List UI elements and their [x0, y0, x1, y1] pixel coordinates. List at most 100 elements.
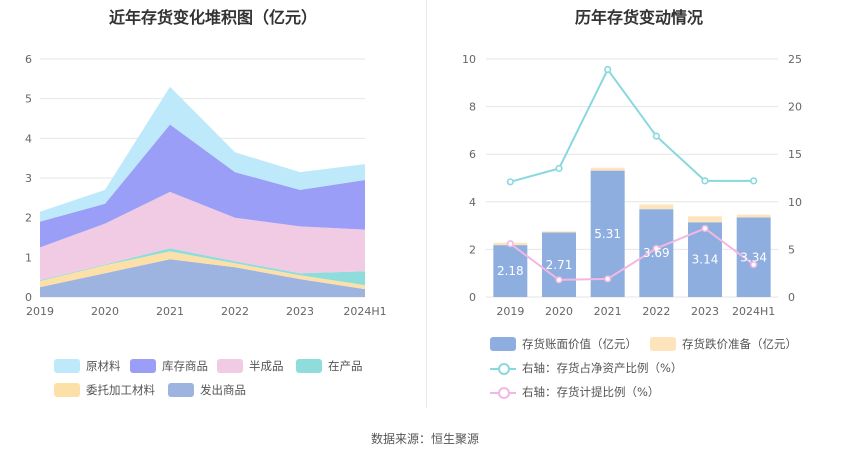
legend-swatch: [490, 361, 516, 375]
x-tick-label: 2022: [221, 305, 249, 318]
legend-swatch: [54, 383, 80, 397]
y-tick-label: 4: [25, 132, 32, 145]
bar-data-label: 2.71: [546, 258, 573, 272]
line-point: [555, 276, 563, 284]
y-tick-label: 2: [469, 243, 476, 256]
y-tick-label: 10: [462, 53, 476, 66]
x-tick-label: 2021: [156, 305, 184, 318]
bar-line-combo-chart: 0 2 4 6 8 10 0 5 10 15 20 25 2019 2020 2021 2022 2023 202…: [462, 53, 802, 318]
x-tick-label: 2024H1: [732, 305, 775, 318]
legend-label: 存货账面价值（亿元）: [522, 337, 637, 351]
line-point: [555, 164, 563, 173]
y-tick-label: 3: [25, 172, 32, 185]
legend-label: 右轴：存货计提比例（%）: [522, 385, 660, 399]
line-point: [506, 178, 514, 186]
left-chart-title: 近年存货变化堆积图（亿元）: [108, 8, 317, 27]
area-原材料: [40, 86, 365, 222]
x-tick-label: 2020: [91, 305, 119, 318]
legend-item[interactable]: 委托加工材料: [54, 382, 155, 398]
legend-item[interactable]: 发出商品: [168, 382, 246, 398]
y-tick-label: 5: [25, 93, 32, 106]
legend-swatch: [130, 359, 156, 373]
x-tick-label: 2020: [545, 305, 573, 318]
y2-tick-label: 0: [788, 291, 795, 304]
line-point: [652, 244, 660, 253]
bar-data-label: 5.31: [594, 227, 621, 241]
x-tick-label: 2022: [642, 305, 670, 318]
bar-data-label: 3.69: [643, 246, 670, 260]
y-tick-label: 6: [469, 148, 476, 161]
line-point: [701, 177, 709, 185]
x-tick-label: 2024H1: [343, 305, 386, 318]
data-source-note: 数据来源：恒生聚源: [370, 432, 479, 446]
bar-impairment: [736, 214, 771, 218]
line-point: [652, 132, 660, 140]
legend-swatch: [650, 337, 676, 351]
bar-book-value: [688, 222, 722, 297]
line-point: [750, 261, 758, 269]
y-tick-label: 2: [25, 212, 32, 225]
legend-item[interactable]: 存货账面价值（亿元）: [490, 336, 637, 352]
area-在产品: [40, 248, 365, 286]
legend-item[interactable]: 存货跌价准备（亿元）: [650, 336, 797, 352]
stacked-area-chart: 0 1 2 3 4 5 6 2019 2020 2021 2022 2023 2024H1: [25, 53, 387, 318]
line-point: [506, 240, 514, 248]
x-tick-label: 2021: [594, 305, 622, 318]
line-point: [701, 224, 709, 233]
panel-divider: [426, 0, 427, 408]
bar-book-value: [493, 245, 528, 297]
legend-item[interactable]: 库存商品: [130, 358, 208, 374]
bar-book-value: [542, 232, 576, 297]
legend-label: 库存商品: [162, 359, 208, 373]
legend-label: 发出商品: [200, 383, 246, 397]
legend-swatch: [490, 337, 516, 351]
y-tick-label: 0: [469, 291, 476, 304]
right-chart-title: 历年存货变动情况: [574, 8, 703, 27]
legend-label: 原材料: [86, 359, 121, 373]
legend-swatch: [168, 383, 194, 397]
bar-book-value: [639, 209, 674, 297]
bar-data-label: 2.18: [497, 264, 524, 278]
y-tick-label: 8: [469, 101, 476, 114]
inventory-bar-line-chart-panel: 历年存货变动情况 0 2 4 6 8 10 0 5 10 15 20 25 2019 2020 2021 20…: [428, 0, 850, 420]
y-tick-label: 1: [25, 251, 32, 264]
y2-tick-label: 20: [788, 101, 802, 114]
area-库存商品: [40, 124, 365, 248]
legend-label: 在产品: [328, 359, 363, 373]
bar-impairment: [590, 167, 625, 171]
stacked-area-chart-panel: 近年存货变化堆积图（亿元） 0 1 2 3 4 5 6 2019 2020 2021 2022 202…: [0, 0, 426, 420]
legend-item[interactable]: 右轴：存货计提比例（%）: [490, 384, 659, 400]
y-tick-label: 6: [25, 53, 32, 66]
line-point: [750, 177, 758, 185]
area-委托加工材料: [40, 251, 365, 290]
legend-item[interactable]: 右轴：存货占净资产比例（%）: [490, 360, 682, 376]
legend-swatch: [54, 359, 80, 373]
x-tick-label: 2019: [496, 305, 524, 318]
area-发出商品: [40, 259, 365, 297]
y2-tick-label: 5: [788, 243, 795, 256]
legend-item[interactable]: 半成品: [217, 358, 284, 374]
legend-label: 存货跌价准备（亿元）: [682, 337, 797, 351]
legend-label: 半成品: [249, 359, 284, 373]
bar-data-label: 3.14: [692, 253, 719, 267]
line-右轴：存货占净资产比例（%）: [510, 67, 754, 183]
bar-data-label: 3.34: [740, 250, 767, 264]
bar-impairment: [639, 204, 674, 210]
y2-tick-label: 25: [788, 53, 802, 66]
y2-tick-label: 10: [788, 196, 802, 209]
legend-swatch: [217, 359, 243, 373]
legend-item[interactable]: 原材料: [54, 358, 121, 374]
line-point: [604, 65, 612, 74]
area-半成品: [40, 191, 365, 281]
line-point: [604, 275, 612, 283]
x-tick-label: 2023: [286, 305, 314, 318]
bar-impairment: [542, 231, 576, 233]
bar-impairment: [688, 216, 722, 223]
x-tick-label: 2019: [26, 305, 54, 318]
y2-tick-label: 15: [788, 148, 802, 161]
y-tick-label: 4: [469, 196, 476, 209]
legend-swatch: [296, 359, 322, 373]
legend-item[interactable]: 在产品: [296, 358, 363, 374]
legend-label: 委托加工材料: [86, 383, 155, 397]
y-tick-label: 0: [25, 291, 32, 304]
